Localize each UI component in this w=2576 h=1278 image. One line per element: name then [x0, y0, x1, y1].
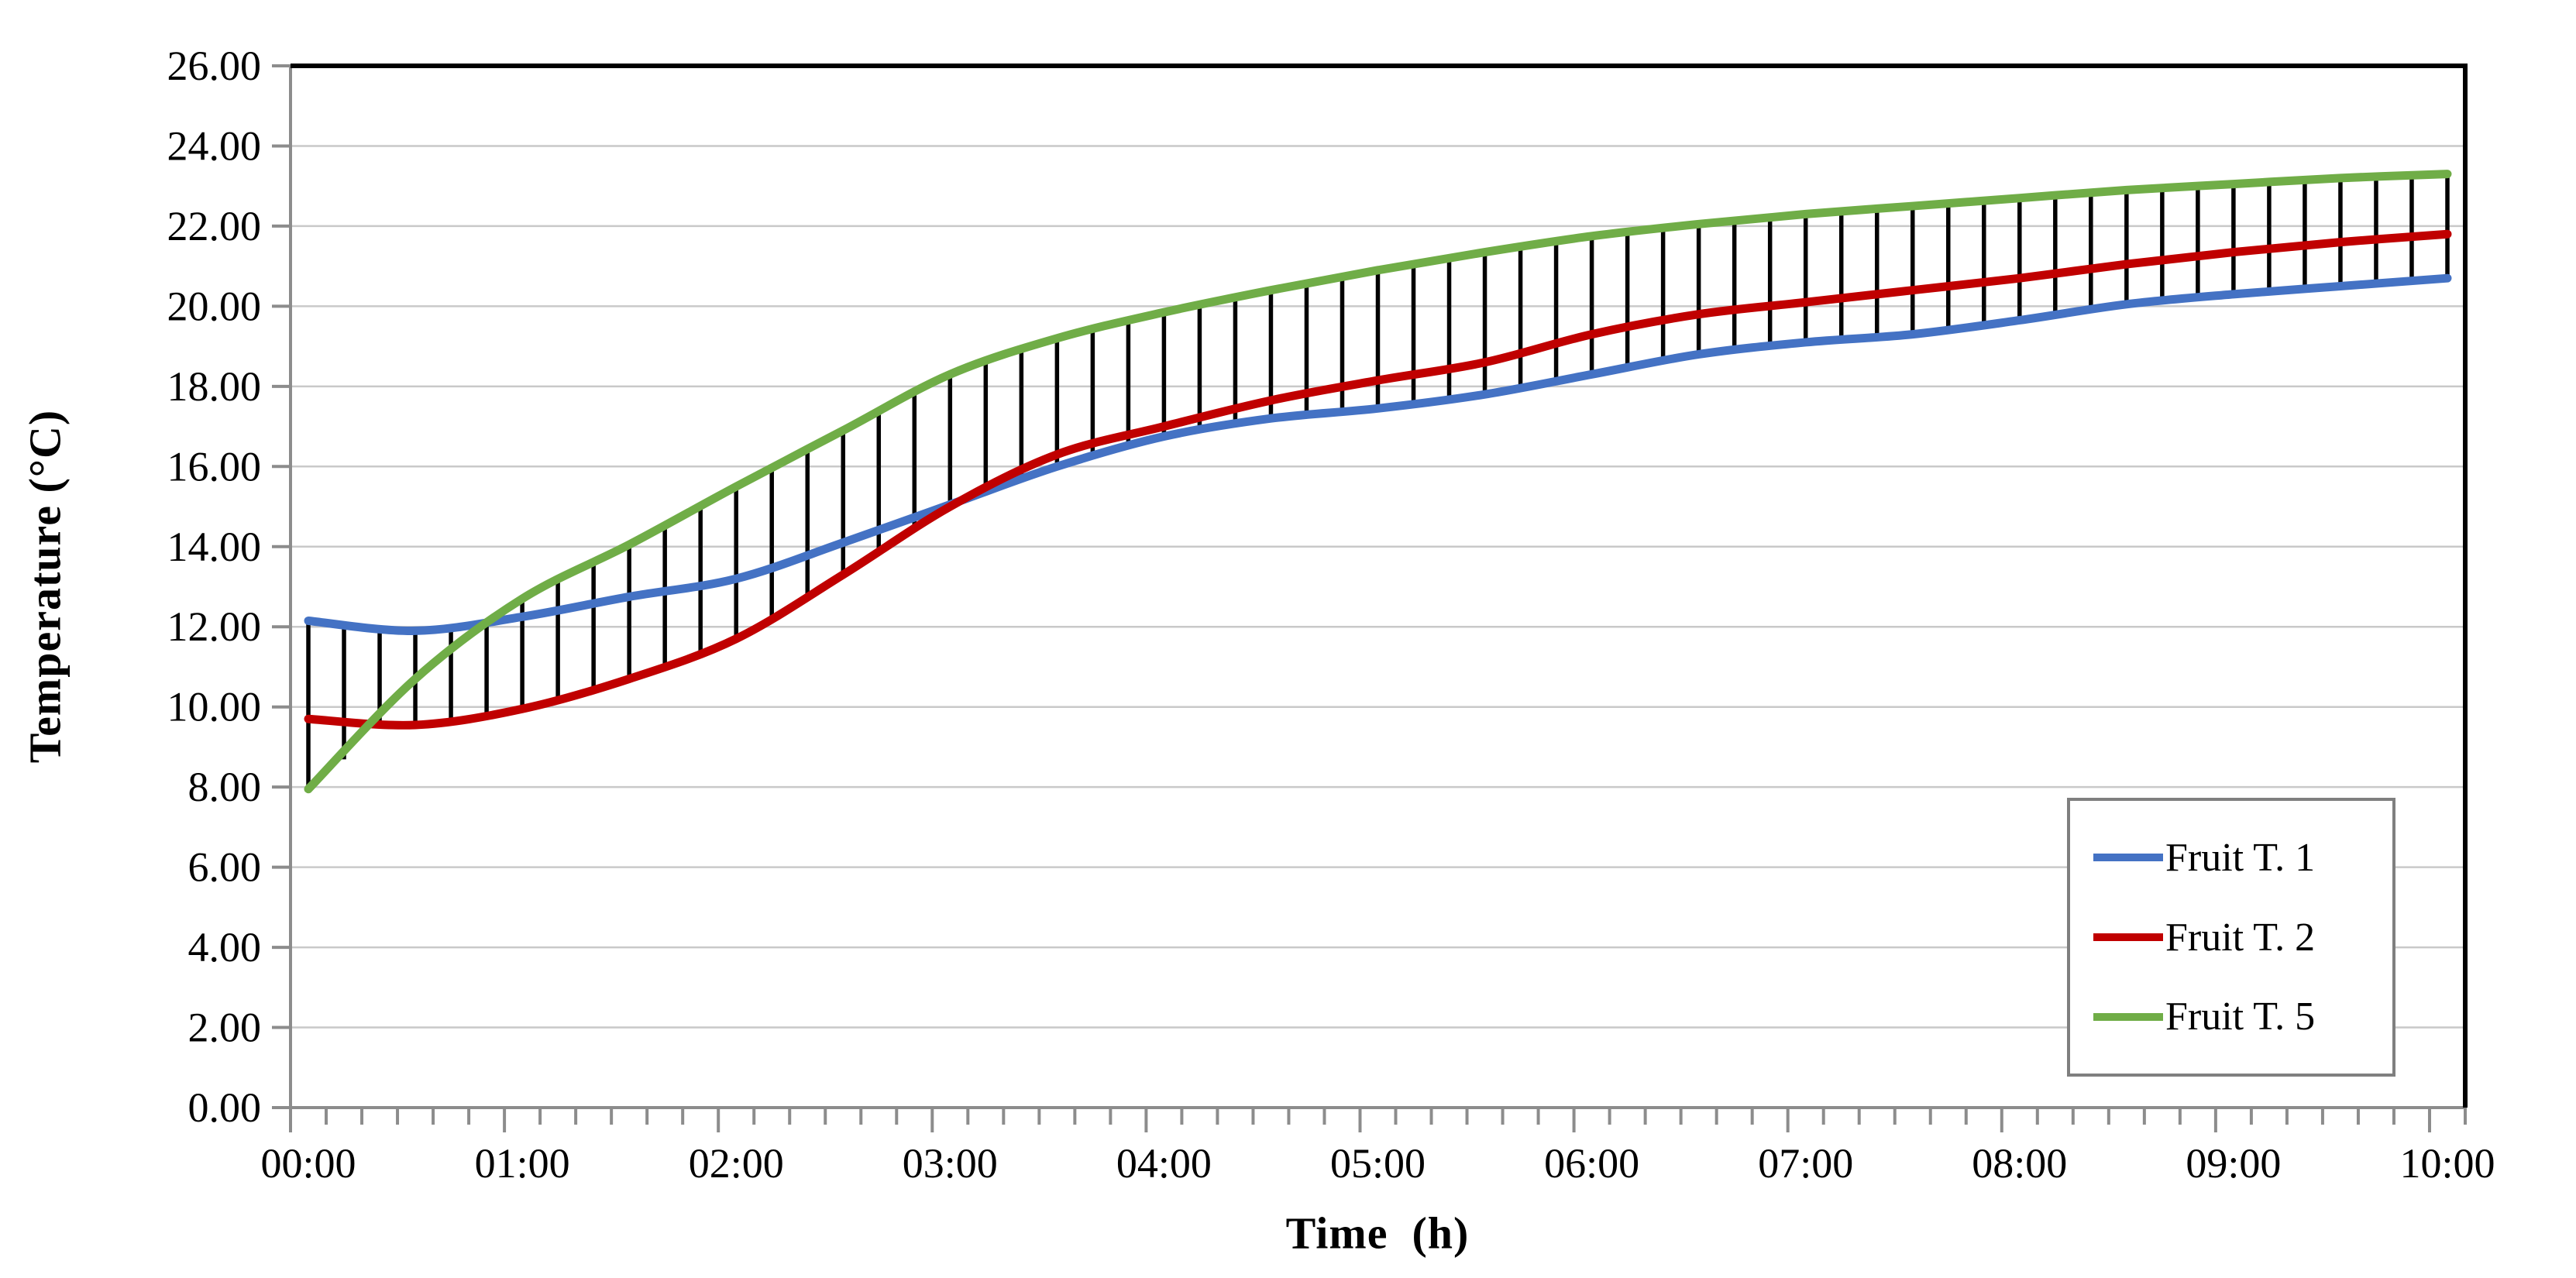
x-tick-label: 08:00: [1972, 1140, 2067, 1187]
y-tick-label: 10.00: [167, 684, 262, 730]
x-tick-label: 02:00: [689, 1140, 784, 1187]
legend-line-swatch-icon: [2093, 854, 2163, 862]
series-line-fruit-t-2: [304, 229, 2452, 730]
x-tick-label: 06:00: [1544, 1140, 1639, 1187]
y-tick-label: 14.00: [167, 524, 262, 570]
series-line-fruit-t-5: [304, 170, 2452, 794]
x-tick-label: 04:00: [1116, 1140, 1212, 1187]
x-tick-label: 00:00: [261, 1140, 356, 1187]
legend-item-fruit-t-2: Fruit T. 2: [2093, 915, 2392, 960]
legend-line-swatch-icon: [2093, 1012, 2163, 1021]
y-tick-labels: 0.00 2.00 4.00 6.00 8.00 10.00 12.00 14.00 16.00…: [167, 43, 262, 1131]
y-tick-label: 22.00: [167, 203, 262, 249]
y-tick-label: 16.00: [167, 443, 262, 490]
x-axis-title: Time (h): [1285, 1208, 1470, 1259]
y-tick-label: 12.00: [167, 603, 262, 650]
x-tick-label: 07:00: [1758, 1140, 1853, 1187]
axes: [272, 64, 2467, 1132]
series-line-fruit-t-1: [304, 273, 2452, 635]
x-tick-label: 05:00: [1330, 1140, 1426, 1187]
legend-item-fruit-t-1: Fruit T. 1: [2093, 835, 2392, 881]
y-tick-label: 6.00: [188, 844, 262, 891]
y-tick-label: 2.00: [188, 1005, 262, 1051]
x-tick-label: 01:00: [475, 1140, 570, 1187]
y-axis-title: Temperature (°C): [19, 409, 71, 764]
x-tick-label: 10:00: [2399, 1140, 2495, 1187]
plot-border: [291, 64, 2468, 1108]
y-tick-label: 20.00: [167, 283, 262, 329]
x-tick-labels: 00:00 01:00 02:00 03:00 04:00 05:00 06:00 07:00…: [261, 1140, 2495, 1187]
x-tick-label: 09:00: [2186, 1140, 2281, 1187]
legend-item-label: Fruit T. 2: [2165, 915, 2316, 960]
legend-item-fruit-t-5: Fruit T. 5: [2093, 994, 2392, 1039]
y-tick-label: 26.00: [167, 43, 262, 89]
legend-item-label: Fruit T. 5: [2165, 995, 2316, 1039]
legend-item-label: Fruit T. 1: [2165, 835, 2316, 880]
y-tick-label: 0.00: [188, 1084, 262, 1131]
legend-box: Fruit T. 1 Fruit T. 2 Fruit T. 5: [2067, 798, 2395, 1077]
legend-line-swatch-icon: [2093, 933, 2163, 941]
y-tick-label: 24.00: [167, 122, 262, 169]
x-tick-label: 03:00: [903, 1140, 998, 1187]
y-tick-label: 4.00: [188, 924, 262, 971]
y-tick-label: 18.00: [167, 363, 262, 410]
y-tick-label: 8.00: [188, 764, 262, 810]
